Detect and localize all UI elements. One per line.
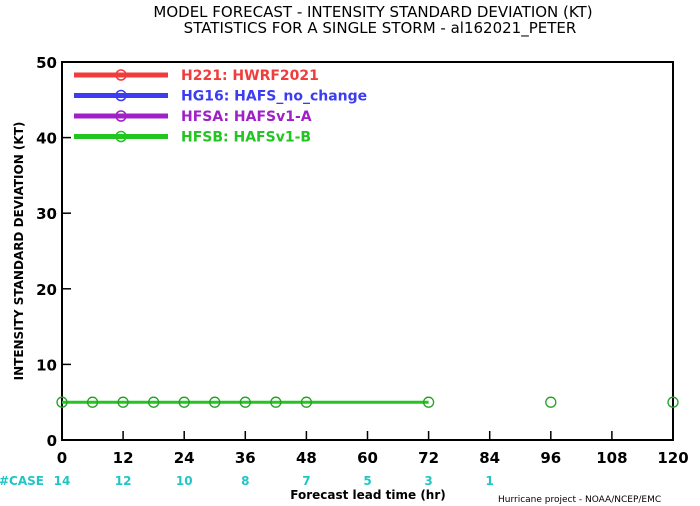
case-count: 7 (302, 474, 310, 488)
series-point (300, 396, 313, 408)
x-tick-label: 96 (540, 449, 561, 467)
y-tick-label: 20 (36, 281, 57, 299)
case-count: 5 (363, 474, 371, 488)
legend-swatch-marker (115, 110, 127, 122)
legend-label: HFSA: HAFSv1-A (181, 109, 312, 125)
y-tick-label: 30 (36, 205, 57, 223)
y-tick-label: 0 (47, 432, 57, 450)
case-count: 14 (54, 474, 71, 488)
case-count: 3 (424, 474, 432, 488)
case-count: 8 (241, 474, 249, 488)
legend-swatch-marker (115, 69, 127, 81)
series-point (209, 396, 221, 408)
y-tick-label: 50 (36, 54, 57, 72)
x-tick-label: 48 (296, 449, 317, 467)
chart-title: MODEL FORECAST - INTENSITY STANDARD DEVI… (153, 3, 592, 21)
series-point (56, 396, 68, 408)
credit-text: Hurricane project - NOAA/NCEP/EMC (498, 495, 661, 505)
series-point (422, 396, 435, 408)
case-counts: 14 12 10 8 7 5 3 1 (54, 474, 494, 488)
x-axis: 0 12 24 36 48 60 72 84 96 108 120 (57, 431, 689, 467)
y-tick-label: 40 (36, 130, 57, 148)
case-count: 10 (176, 474, 193, 488)
series-point (86, 396, 99, 408)
y-axis: 0 10 20 30 40 50 (36, 54, 71, 450)
y-tick-label: 10 (36, 356, 57, 374)
series-point (239, 396, 251, 408)
x-tick-label: 36 (235, 449, 256, 467)
x-tick-label: 0 (57, 449, 67, 467)
series-point (545, 396, 557, 408)
legend: H221: HWRF2021 HG16: HAFS_no_change HFSA: … (74, 68, 367, 146)
series-point (667, 396, 679, 408)
x-tick-label: 120 (657, 449, 688, 467)
legend-label: H221: HWRF2021 (181, 68, 319, 84)
legend-label: HFSB: HAFSv1-B (181, 130, 311, 146)
x-tick-label: 24 (174, 449, 195, 467)
y-axis-label: INTENSITY STANDARD DEVIATION (KT) (12, 122, 26, 381)
x-tick-label: 108 (596, 449, 627, 467)
case-row-label: #CASE (0, 474, 44, 488)
series-point (178, 396, 190, 408)
x-axis-label: Forecast lead time (hr) (290, 488, 446, 502)
legend-swatch-marker (115, 89, 127, 102)
legend-swatch-marker (115, 130, 127, 143)
series-point (117, 396, 129, 408)
x-tick-label: 84 (479, 449, 500, 467)
series-layer (56, 396, 679, 408)
chart-subtitle: STATISTICS FOR A SINGLE STORM - al162021… (184, 19, 577, 38)
plot-frame (61, 61, 674, 441)
x-tick-label: 12 (113, 449, 134, 467)
legend-label: HG16: HAFS_no_change (181, 89, 367, 105)
x-tick-label: 72 (418, 449, 439, 467)
case-count: 1 (486, 474, 494, 488)
series-point (270, 396, 282, 408)
x-tick-label: 60 (357, 449, 378, 467)
series-point (147, 396, 160, 408)
case-count: 12 (115, 474, 132, 488)
